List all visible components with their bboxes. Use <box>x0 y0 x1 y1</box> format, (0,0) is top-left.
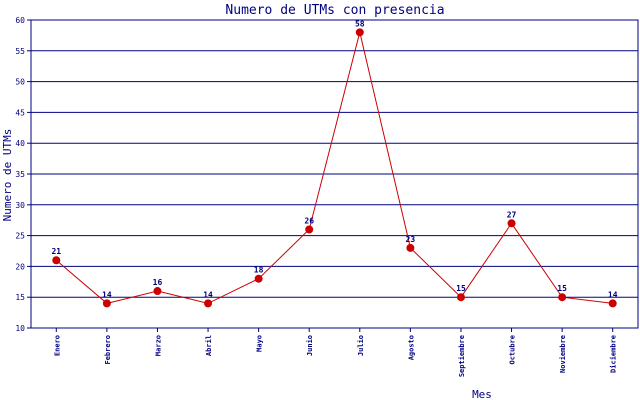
data-label: 15 <box>456 284 466 293</box>
data-point <box>406 243 415 252</box>
data-markers <box>52 28 617 308</box>
data-label: 58 <box>355 19 365 28</box>
y-tick-label: 25 <box>15 232 25 241</box>
x-tick-label: Junio <box>306 335 314 356</box>
data-label: 26 <box>304 216 314 225</box>
x-tick-label: Diciembre <box>610 335 618 373</box>
y-tick-label: 60 <box>15 16 25 25</box>
data-point <box>456 293 465 302</box>
data-point <box>558 293 567 302</box>
x-tick-label: Noviembre <box>559 335 567 373</box>
plot-frame <box>30 19 639 329</box>
data-label: 14 <box>102 290 112 299</box>
data-point <box>204 299 213 308</box>
data-point <box>305 225 314 234</box>
data-labels: 21 14 16 14 18 26 58 23 15 27 15 14 <box>51 19 617 299</box>
data-label: 16 <box>153 278 163 287</box>
x-tick-label: Septiembre <box>458 335 466 377</box>
x-tick-label: Marzo <box>154 335 162 356</box>
data-point <box>254 274 263 283</box>
data-point <box>52 256 61 265</box>
x-tick-label: Abril <box>205 335 213 356</box>
x-tick-label: Agosto <box>407 335 415 360</box>
y-tick-label: 30 <box>15 201 25 210</box>
data-label: 27 <box>507 210 517 219</box>
data-label: 18 <box>254 266 264 275</box>
data-point <box>608 299 617 308</box>
y-tick-label: 40 <box>15 139 25 148</box>
x-tick-label: Julio <box>357 335 365 356</box>
data-label: 21 <box>51 247 61 256</box>
grid-lines <box>27 19 638 329</box>
data-point <box>355 28 364 37</box>
y-tick-label: 35 <box>15 170 25 179</box>
data-point <box>102 299 111 308</box>
x-tick-labels: Enero Febrero Marzo Abril Mayo Junio Julio Agos… <box>53 328 618 377</box>
y-tick-label: 55 <box>15 47 25 56</box>
y-tick-label: 20 <box>15 262 25 271</box>
x-tick-label: Febrero <box>104 335 112 365</box>
data-point <box>507 219 516 228</box>
y-tick-label: 50 <box>15 78 25 87</box>
x-tick-label: Enero <box>53 335 61 356</box>
y-tick-label: 45 <box>15 108 25 117</box>
data-label: 23 <box>406 235 416 244</box>
chart-title: Numero de UTMs con presencia <box>225 3 444 18</box>
y-tick-labels: 10 15 20 25 30 35 40 45 50 55 60 <box>15 16 25 333</box>
y-tick-label: 15 <box>15 293 25 302</box>
y-axis-label: Numero de UTMs <box>1 129 14 222</box>
data-label: 15 <box>557 284 567 293</box>
x-axis-label: Mes <box>472 388 492 400</box>
x-tick-label: Octubre <box>509 335 517 365</box>
data-label: 14 <box>608 290 618 299</box>
x-tick-label: Mayo <box>256 335 264 352</box>
y-tick-label: 10 <box>15 324 25 333</box>
data-point <box>153 287 162 296</box>
series-line <box>55 32 613 304</box>
data-label: 14 <box>203 290 213 299</box>
